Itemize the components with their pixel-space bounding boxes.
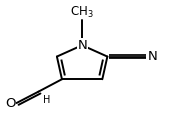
Text: O: O [5, 97, 16, 110]
Text: CH$_3$: CH$_3$ [70, 5, 94, 20]
Text: N: N [77, 39, 87, 52]
Text: H: H [43, 95, 50, 105]
Text: N: N [148, 50, 157, 63]
